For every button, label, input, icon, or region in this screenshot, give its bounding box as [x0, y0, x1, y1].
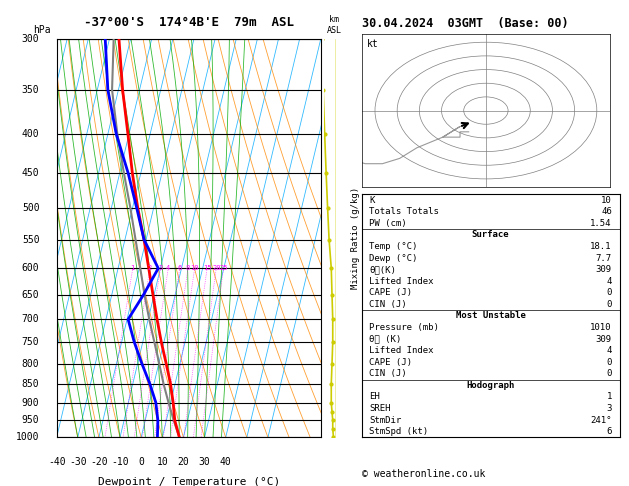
Text: 750: 750 [22, 337, 40, 347]
Text: 500: 500 [22, 203, 40, 213]
Text: 900: 900 [22, 398, 40, 408]
Text: 700: 700 [22, 314, 40, 324]
Text: 4: 4 [326, 275, 331, 284]
Text: 5: 5 [326, 235, 331, 244]
Text: 6: 6 [177, 265, 182, 271]
Text: 0: 0 [606, 369, 612, 378]
Text: 7: 7 [326, 136, 331, 145]
Text: Lifted Index: Lifted Index [369, 277, 434, 286]
Text: 20: 20 [212, 265, 221, 271]
Text: 10: 10 [191, 265, 199, 271]
Text: Pressure (mb): Pressure (mb) [369, 323, 439, 332]
Text: 241°: 241° [591, 416, 612, 425]
Text: 4: 4 [166, 265, 170, 271]
Text: 4: 4 [606, 346, 612, 355]
Text: 0: 0 [606, 300, 612, 309]
Text: kt: kt [367, 38, 379, 49]
Text: 309: 309 [596, 334, 612, 344]
Text: 6: 6 [606, 427, 612, 436]
Text: 950: 950 [22, 416, 40, 425]
Text: 3: 3 [326, 319, 331, 329]
Text: 4: 4 [606, 277, 612, 286]
Text: 400: 400 [22, 129, 40, 139]
Text: CAPE (J): CAPE (J) [369, 288, 413, 297]
Text: 1: 1 [131, 265, 135, 271]
Text: -10: -10 [111, 457, 129, 468]
Text: -30: -30 [69, 457, 87, 468]
Text: 10: 10 [157, 457, 168, 468]
Text: SREH: SREH [369, 404, 391, 413]
Text: -37°00'S  174°4B'E  79m  ASL: -37°00'S 174°4B'E 79m ASL [84, 16, 294, 29]
Text: 1000: 1000 [16, 433, 40, 442]
Text: hPa: hPa [33, 25, 50, 35]
Text: 8: 8 [326, 91, 331, 100]
Text: 350: 350 [22, 85, 40, 95]
Text: Temp (°C): Temp (°C) [369, 242, 418, 251]
Text: 800: 800 [22, 359, 40, 368]
Text: -20: -20 [90, 457, 108, 468]
Text: 6: 6 [326, 187, 331, 195]
Text: 650: 650 [22, 290, 40, 300]
Text: 3: 3 [606, 404, 612, 413]
Text: 850: 850 [22, 379, 40, 389]
Text: 0: 0 [606, 288, 612, 297]
Text: 20: 20 [177, 457, 189, 468]
Text: 1.54: 1.54 [591, 219, 612, 228]
Text: CIN (J): CIN (J) [369, 369, 407, 378]
Text: 46: 46 [601, 207, 612, 216]
Text: 1010: 1010 [591, 323, 612, 332]
Text: 450: 450 [22, 168, 40, 178]
Text: 40: 40 [220, 457, 231, 468]
Text: Lifted Index: Lifted Index [369, 346, 434, 355]
Text: Mixing Ratio (g/kg): Mixing Ratio (g/kg) [350, 187, 360, 289]
Text: LCL: LCL [326, 383, 341, 392]
Text: -40: -40 [48, 457, 65, 468]
Text: 1: 1 [326, 398, 331, 407]
Text: Dewpoint / Temperature (°C): Dewpoint / Temperature (°C) [97, 477, 280, 486]
Text: Totals Totals: Totals Totals [369, 207, 439, 216]
Text: © weatheronline.co.uk: © weatheronline.co.uk [362, 469, 485, 479]
Text: θᴇ(K): θᴇ(K) [369, 265, 396, 274]
Text: 2: 2 [326, 359, 331, 368]
Text: θᴇ (K): θᴇ (K) [369, 334, 402, 344]
Text: 300: 300 [22, 34, 40, 44]
Text: CIN (J): CIN (J) [369, 300, 407, 309]
Text: CAPE (J): CAPE (J) [369, 358, 413, 366]
Text: 2: 2 [148, 265, 152, 271]
Text: 30: 30 [199, 457, 211, 468]
Text: 0: 0 [606, 358, 612, 366]
Text: PW (cm): PW (cm) [369, 219, 407, 228]
Text: 0: 0 [138, 457, 144, 468]
Text: 309: 309 [596, 265, 612, 274]
Text: 25: 25 [220, 265, 228, 271]
Text: 1: 1 [606, 392, 612, 401]
Text: km
ASL: km ASL [326, 16, 342, 35]
Text: 30.04.2024  03GMT  (Base: 00): 30.04.2024 03GMT (Base: 00) [362, 17, 568, 30]
Text: K: K [369, 196, 375, 205]
Text: 600: 600 [22, 263, 40, 273]
Text: Most Unstable: Most Unstable [455, 312, 526, 320]
Text: 8: 8 [186, 265, 190, 271]
Text: 15: 15 [203, 265, 211, 271]
Text: 10: 10 [601, 196, 612, 205]
Text: StmDir: StmDir [369, 416, 402, 425]
Text: 550: 550 [22, 235, 40, 244]
Text: Hodograph: Hodograph [467, 381, 515, 390]
Text: EH: EH [369, 392, 380, 401]
Text: StmSpd (kt): StmSpd (kt) [369, 427, 428, 436]
Text: 3: 3 [159, 265, 163, 271]
Text: 7.7: 7.7 [596, 254, 612, 262]
Text: Surface: Surface [472, 230, 509, 240]
Text: 18.1: 18.1 [591, 242, 612, 251]
Text: Dewp (°C): Dewp (°C) [369, 254, 418, 262]
